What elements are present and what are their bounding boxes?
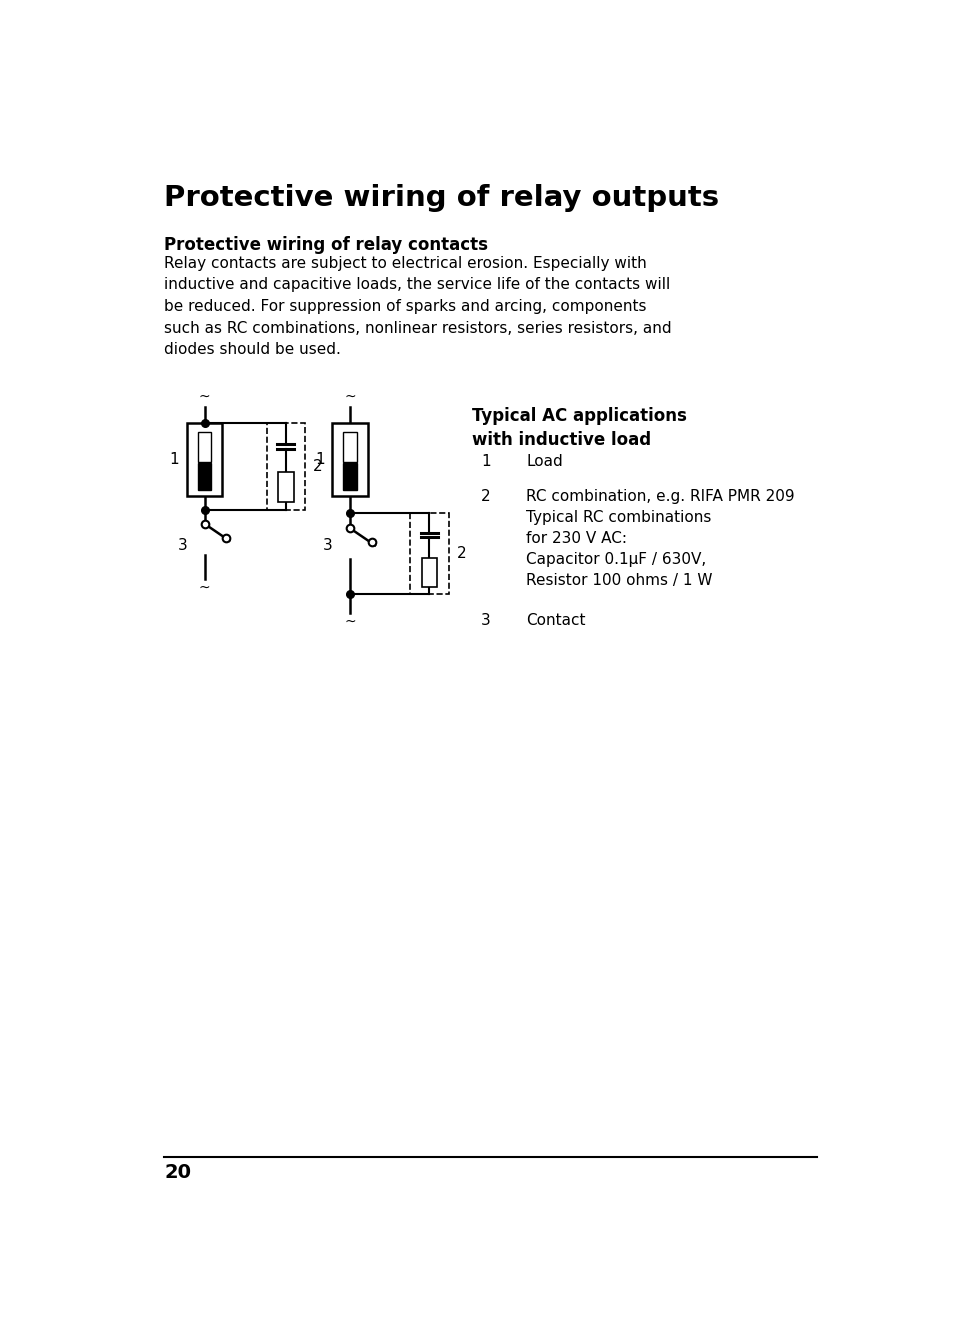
Bar	[343, 433, 356, 462]
Bar	[410, 513, 448, 593]
Bar	[266, 424, 305, 510]
Text: ~: ~	[198, 581, 210, 595]
Text: Contact: Contact	[525, 613, 585, 628]
Bar	[421, 558, 436, 587]
Text: 20: 20	[164, 1162, 191, 1182]
Text: RC combination, e.g. RIFA PMR 209
Typical RC combinations
for 230 V AC:
Capacito: RC combination, e.g. RIFA PMR 209 Typica…	[525, 489, 794, 588]
Text: ~: ~	[344, 615, 355, 629]
Text: 3: 3	[323, 538, 333, 553]
Text: Protective wiring of relay contacts: Protective wiring of relay contacts	[164, 235, 488, 254]
Bar	[187, 424, 222, 496]
Text: ~: ~	[344, 390, 355, 403]
Bar	[332, 424, 368, 496]
Text: Typical AC applications
with inductive load: Typical AC applications with inductive l…	[472, 407, 686, 449]
Text: ~: ~	[198, 390, 210, 403]
Text: Protective wiring of relay outputs: Protective wiring of relay outputs	[164, 184, 719, 212]
Text: 1: 1	[314, 452, 324, 468]
Bar	[197, 433, 212, 462]
Text: 2: 2	[313, 458, 322, 474]
Text: 2: 2	[480, 489, 490, 505]
Text: 1: 1	[170, 452, 179, 468]
Bar	[343, 464, 356, 490]
Bar	[197, 464, 212, 490]
Text: 1: 1	[480, 454, 490, 469]
Text: 3: 3	[480, 613, 491, 628]
Text: Relay contacts are subject to electrical erosion. Especially with
inductive and : Relay contacts are subject to electrical…	[164, 255, 671, 357]
Bar	[278, 472, 294, 502]
Text: Load: Load	[525, 454, 562, 469]
Text: 2: 2	[456, 546, 465, 561]
Text: 3: 3	[177, 538, 187, 553]
